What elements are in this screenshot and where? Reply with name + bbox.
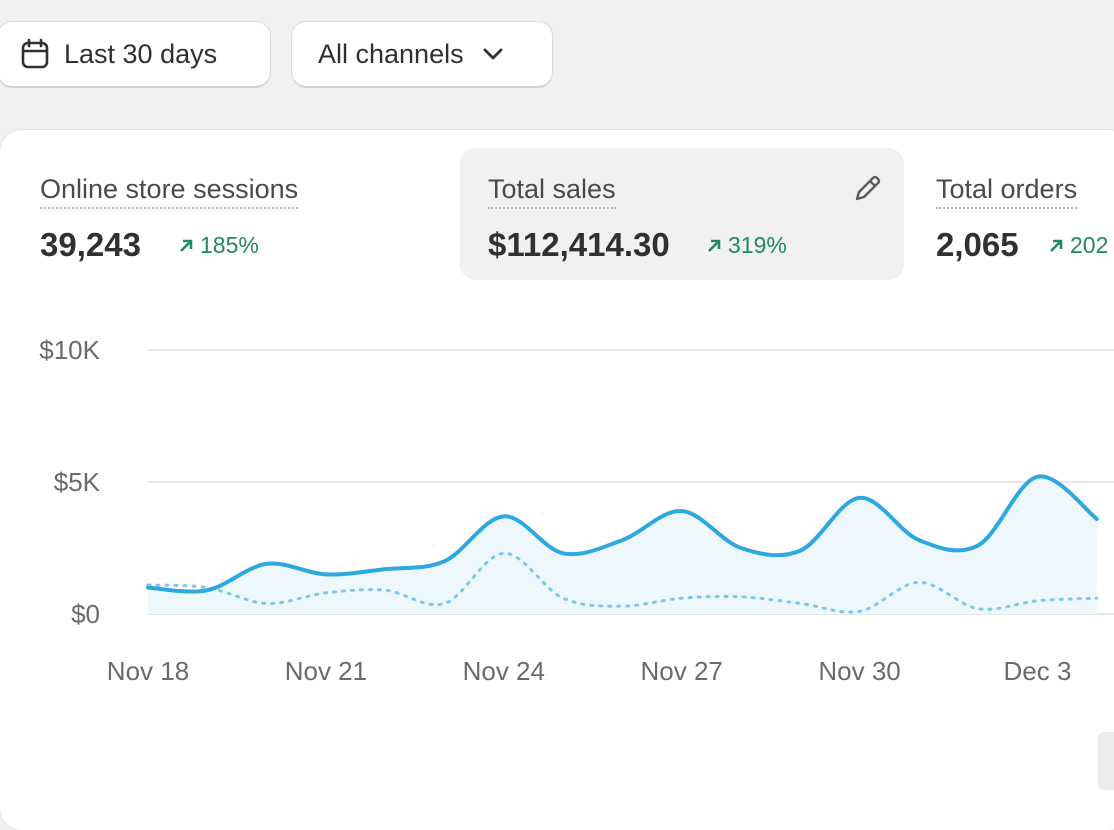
calendar-icon xyxy=(21,38,49,69)
y-tick-label: $0 xyxy=(71,599,100,629)
scrollbar-thumb[interactable] xyxy=(1098,732,1114,790)
metric-label[interactable]: Total orders xyxy=(936,174,1078,209)
sales-line-chart: $0 $5K $10K Nov 18 Nov 21 Nov 24 Nov 27 Nov 30 D… xyxy=(39,335,1114,686)
metric-value: $112,414.30 xyxy=(488,226,670,263)
trend-up-icon xyxy=(708,239,721,252)
metric-change: 319% xyxy=(706,232,787,259)
metric-label[interactable]: Total sales xyxy=(488,174,616,209)
date-range-label: Last 30 days xyxy=(64,38,218,69)
metric-label[interactable]: Online store sessions xyxy=(40,174,299,209)
metric-change: 202 xyxy=(1048,232,1108,259)
series-line-primary xyxy=(146,474,1099,594)
channel-filter-label: All channels xyxy=(318,38,464,69)
channel-filter-button[interactable]: All channels xyxy=(292,22,552,86)
sales-overview-card: Online store sessions 39,243 185% Total … xyxy=(0,130,1114,830)
y-tick-label: $10K xyxy=(39,335,100,365)
x-tick-label: Nov 18 xyxy=(107,656,189,686)
chevron-down-icon xyxy=(483,48,502,60)
metric-sessions[interactable]: Online store sessions 39,243 185% xyxy=(22,148,442,280)
metric-total-sales[interactable]: Total sales $112,414.30 319% xyxy=(460,148,904,280)
trend-up-icon xyxy=(180,239,193,252)
x-tick-label: Nov 30 xyxy=(818,656,900,686)
trend-up-icon xyxy=(1050,239,1063,252)
metric-change: 185% xyxy=(178,232,259,259)
metric-total-orders[interactable]: Total orders 2,065 202 xyxy=(918,148,1114,280)
series-area xyxy=(148,476,1097,614)
x-tick-label: Nov 21 xyxy=(285,656,367,686)
series-line-comparison xyxy=(146,551,1099,614)
x-tick-label: Nov 27 xyxy=(641,656,723,686)
pencil-icon[interactable] xyxy=(850,172,884,206)
filter-toolbar: Last 30 days All channels xyxy=(0,22,552,86)
x-tick-label: Dec 3 xyxy=(1004,656,1072,686)
date-range-button[interactable]: Last 30 days xyxy=(0,22,270,86)
metric-value: 39,243 xyxy=(40,226,141,263)
x-tick-label: Nov 24 xyxy=(463,656,545,686)
y-tick-label: $5K xyxy=(54,467,101,497)
metric-value: 2,065 xyxy=(936,226,1019,263)
